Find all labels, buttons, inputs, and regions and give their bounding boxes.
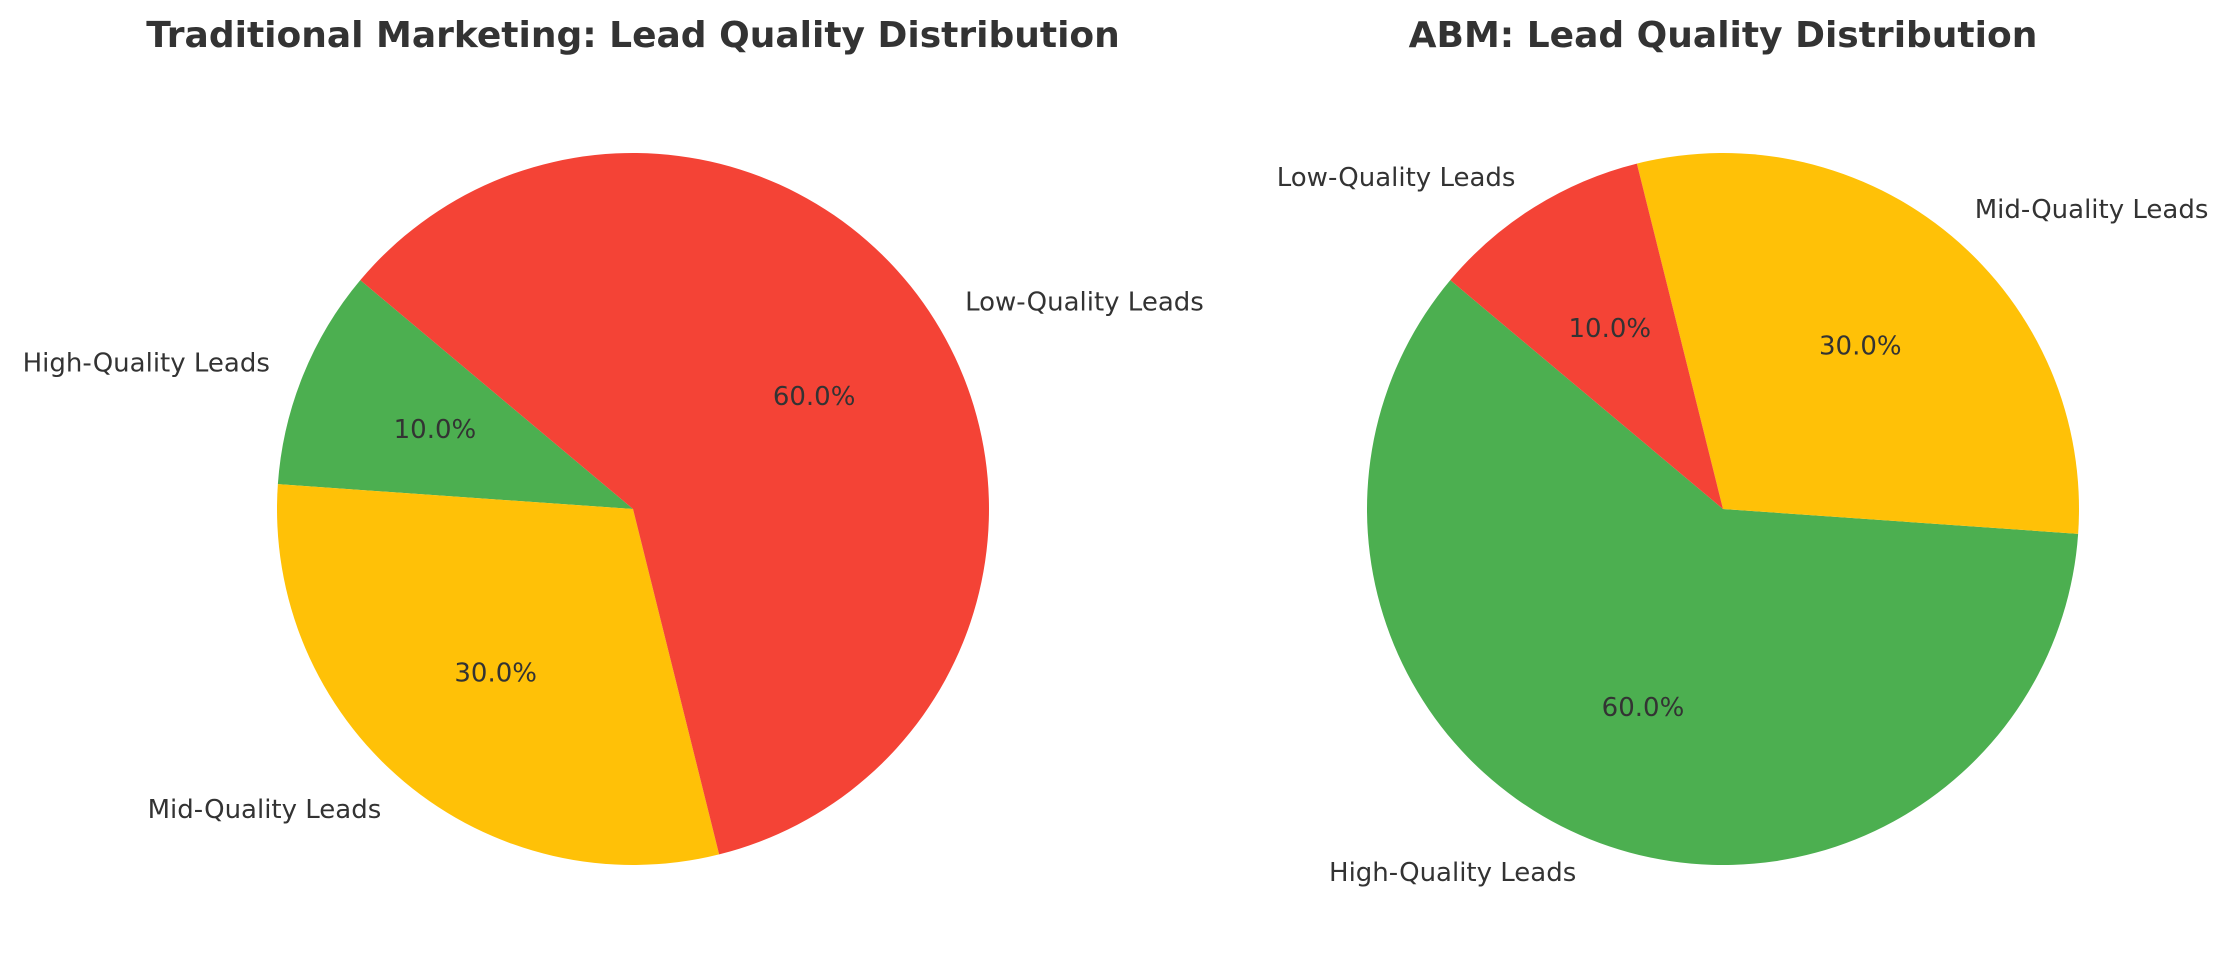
slice-percent-label: 10.0% [1569, 314, 1652, 344]
slice-label: Mid-Quality Leads [1975, 195, 2209, 225]
slice-percent-label: 10.0% [394, 415, 477, 445]
pie-slice-high-quality-leads [277, 280, 633, 509]
slice-label: Low-Quality Leads [965, 287, 1204, 317]
chart-title: Traditional Marketing: Lead Quality Dist… [146, 15, 1120, 56]
slice-percent-label: 30.0% [454, 659, 537, 689]
slice-percent-label: 60.0% [773, 382, 856, 412]
pie-chart-abm: ABM: Lead Quality Distribution High-Qual… [1277, 15, 2209, 888]
pie-slice-mid-quality-leads [1636, 153, 2079, 534]
pie-slice-low-quality-leads [1450, 163, 1723, 510]
slice-label: High-Quality Leads [23, 348, 270, 378]
pie-slice-mid-quality-leads [277, 484, 720, 866]
slice-label: High-Quality Leads [1329, 858, 1576, 888]
pie-slice-low-quality-leads [360, 153, 989, 855]
chart-title: ABM: Lead Quality Distribution [1409, 15, 2038, 56]
pie-chart-traditional: Traditional Marketing: Lead Quality Dist… [23, 15, 1204, 866]
slice-label: Mid-Quality Leads [148, 795, 382, 825]
slice-label: Low-Quality Leads [1277, 163, 1516, 193]
slice-percent-label: 30.0% [1819, 331, 1902, 361]
pie-slice-high-quality-leads [1367, 280, 2079, 866]
slice-percent-label: 60.0% [1602, 693, 1685, 723]
